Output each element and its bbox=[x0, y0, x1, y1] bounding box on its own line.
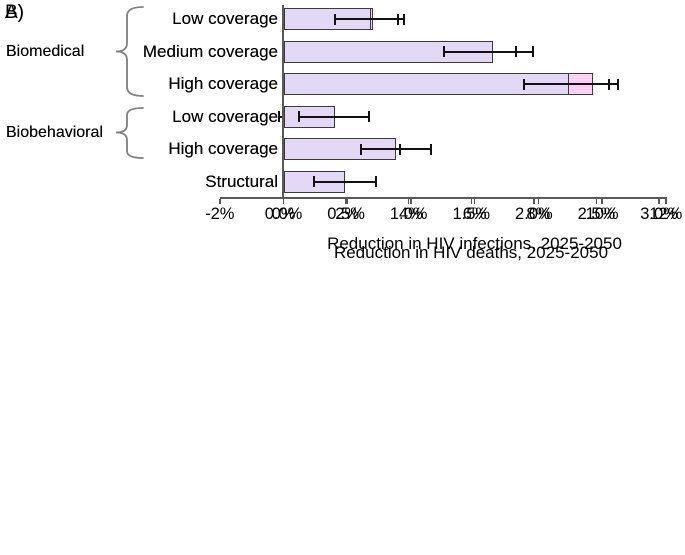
error-bar-cap-high bbox=[367, 111, 370, 122]
category-label: Low coverage bbox=[172, 106, 278, 126]
x-axis-tick-label: 6% bbox=[462, 205, 487, 223]
x-axis-tick-label: 3.0% bbox=[640, 205, 678, 223]
category-label: Structural bbox=[205, 171, 278, 191]
category-label: Low coverage bbox=[172, 106, 278, 126]
x-axis-tick-label: 2.0% bbox=[515, 205, 553, 223]
x-axis-tick-label: 12% bbox=[649, 205, 683, 223]
biobehavioral-brace-path bbox=[115, 107, 144, 159]
x-axis-tick-label: 4% bbox=[398, 205, 423, 223]
x-axis-tick-label: 2.5% bbox=[577, 205, 616, 223]
x-axis-tick-label: 0.0% bbox=[264, 205, 303, 223]
category-label: High coverage bbox=[168, 139, 278, 158]
x-axis-tick-label: 2% bbox=[335, 205, 360, 223]
x-axis-tick-label: 10% bbox=[585, 205, 619, 223]
category-label: High coverage bbox=[168, 74, 278, 93]
x-axis-tick bbox=[470, 198, 472, 204]
error-bar-cap-low bbox=[312, 176, 315, 187]
x-axis-tick-label: 1.5% bbox=[452, 205, 491, 223]
error-bar-cap-low bbox=[522, 78, 525, 90]
category-label: High coverage bbox=[168, 139, 278, 158]
x-axis-tick-label: 8% bbox=[526, 205, 551, 223]
category-label: Medium coverage bbox=[142, 41, 278, 61]
x-axis-tick bbox=[601, 198, 603, 204]
x-axis-tick bbox=[658, 198, 660, 204]
x-axis-tick bbox=[595, 198, 598, 204]
error-bar-cap-high bbox=[617, 78, 619, 90]
panel-b: B) Biomedical Biobehavioral Low coverage… bbox=[0, 0, 685, 275]
plot-area-b: 0.0% 0.5% 1.0% 1.5% 2.0% 2.5% 3.0% bbox=[0, 0, 685, 275]
error-bar-line bbox=[298, 115, 369, 118]
x-axis-tick bbox=[533, 198, 535, 204]
x-axis-tick bbox=[473, 198, 476, 204]
category-label: Structural bbox=[205, 171, 278, 191]
error-bar-line bbox=[523, 83, 609, 85]
error-bar-cap-low bbox=[442, 46, 445, 57]
error-bar-cap-high bbox=[375, 176, 378, 187]
x-axis-tick bbox=[346, 198, 348, 204]
x-axis-tick-label: 1.0% bbox=[389, 205, 428, 223]
error-bar-cap-high bbox=[607, 78, 610, 90]
x-axis-tick-label: 0.5% bbox=[327, 205, 365, 223]
x-axis-tick bbox=[407, 198, 410, 204]
x-axis-title-b: Reduction in HIV deaths, 2025-2050 bbox=[333, 243, 609, 262]
category-label: Low coverage bbox=[172, 9, 278, 28]
x-axis-tick-label: -2% bbox=[205, 205, 235, 223]
x-axis-tick bbox=[345, 198, 347, 204]
category-label: Low coverage bbox=[172, 9, 278, 28]
group-label-biomedical: Biomedical bbox=[6, 42, 85, 60]
error-bar-cap-high bbox=[531, 46, 534, 57]
x-axis-title-a: Reduction in HIV infections, 2025-2050 bbox=[327, 234, 622, 253]
panel-a-label: A) bbox=[5, 2, 24, 23]
error-bar-cap-low bbox=[277, 111, 280, 122]
y-axis-line bbox=[282, 5, 284, 199]
group-braces bbox=[115, 6, 144, 159]
panel-b-label: B) bbox=[5, 2, 24, 23]
biomedical-brace-path bbox=[115, 6, 144, 97]
error-bar-line bbox=[443, 50, 533, 53]
error-bar-cap-low bbox=[297, 111, 300, 122]
x-axis-tick-label: 0% bbox=[271, 205, 296, 223]
x-axis-tick bbox=[282, 198, 285, 204]
error-bar-cap-high bbox=[402, 13, 405, 25]
error-bar-line bbox=[313, 180, 377, 183]
x-axis-tick bbox=[537, 198, 540, 204]
x-axis-tick bbox=[219, 198, 221, 204]
group-label-biomedical: Biomedical bbox=[6, 42, 85, 60]
x-axis-tick bbox=[410, 198, 412, 204]
x-axis-tick bbox=[665, 198, 667, 204]
error-bar-line bbox=[334, 18, 404, 20]
error-bar-cap-high bbox=[430, 143, 433, 155]
category-label: Medium coverage bbox=[142, 41, 278, 61]
group-label-biobehavioral: Biobehavioral bbox=[6, 123, 103, 141]
error-bar-cap-low bbox=[333, 13, 336, 25]
group-label-biobehavioral: Biobehavioral bbox=[6, 123, 103, 141]
x-axis-line bbox=[283, 197, 660, 199]
category-label: High coverage bbox=[168, 74, 278, 93]
error-bar-line bbox=[361, 148, 432, 150]
error-bar-cap-low bbox=[360, 143, 363, 155]
